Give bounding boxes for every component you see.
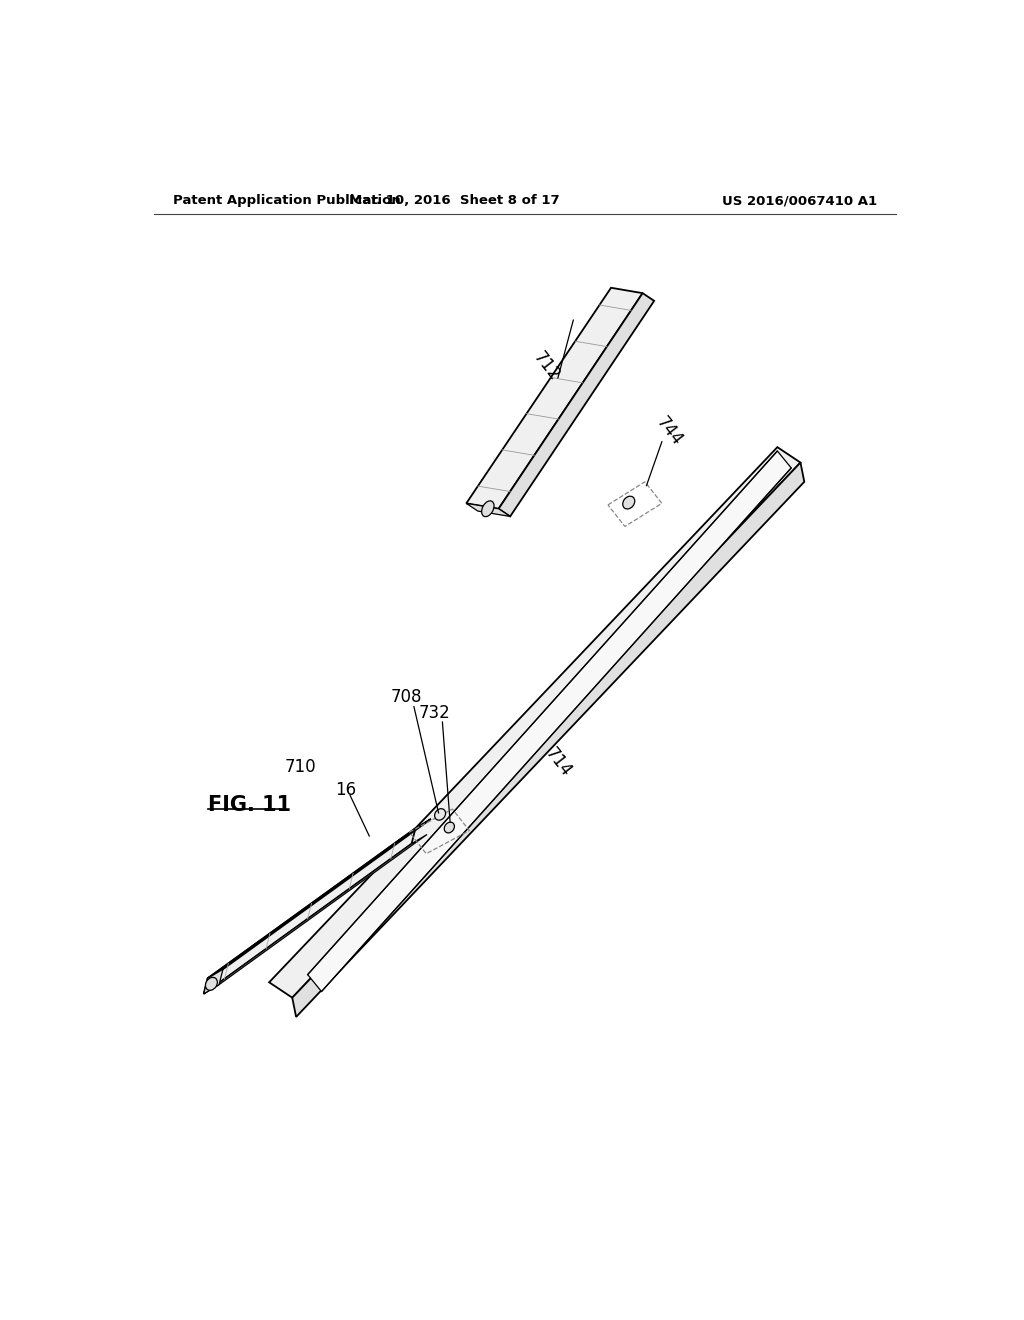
Text: Patent Application Publication: Patent Application Publication: [173, 194, 400, 207]
Text: US 2016/0067410 A1: US 2016/0067410 A1: [722, 194, 878, 207]
Polygon shape: [292, 462, 804, 1016]
Ellipse shape: [434, 809, 445, 820]
Text: Mar. 10, 2016  Sheet 8 of 17: Mar. 10, 2016 Sheet 8 of 17: [348, 194, 559, 207]
Polygon shape: [466, 503, 510, 516]
Ellipse shape: [481, 500, 494, 516]
Text: 16: 16: [336, 781, 356, 799]
Text: FIG. 11: FIG. 11: [208, 795, 291, 816]
Text: 708: 708: [390, 689, 422, 706]
Text: 710: 710: [284, 758, 315, 776]
Polygon shape: [204, 834, 427, 994]
Ellipse shape: [206, 977, 217, 990]
Polygon shape: [466, 288, 643, 508]
Text: 732: 732: [419, 704, 451, 722]
Text: 712: 712: [529, 348, 563, 384]
Ellipse shape: [444, 822, 455, 833]
Polygon shape: [269, 447, 801, 998]
Polygon shape: [499, 293, 654, 516]
Polygon shape: [204, 829, 416, 994]
Polygon shape: [307, 451, 792, 991]
Text: 714: 714: [541, 744, 574, 781]
Ellipse shape: [623, 496, 635, 510]
Polygon shape: [204, 969, 223, 994]
Text: 744: 744: [652, 413, 686, 450]
Polygon shape: [208, 818, 431, 978]
